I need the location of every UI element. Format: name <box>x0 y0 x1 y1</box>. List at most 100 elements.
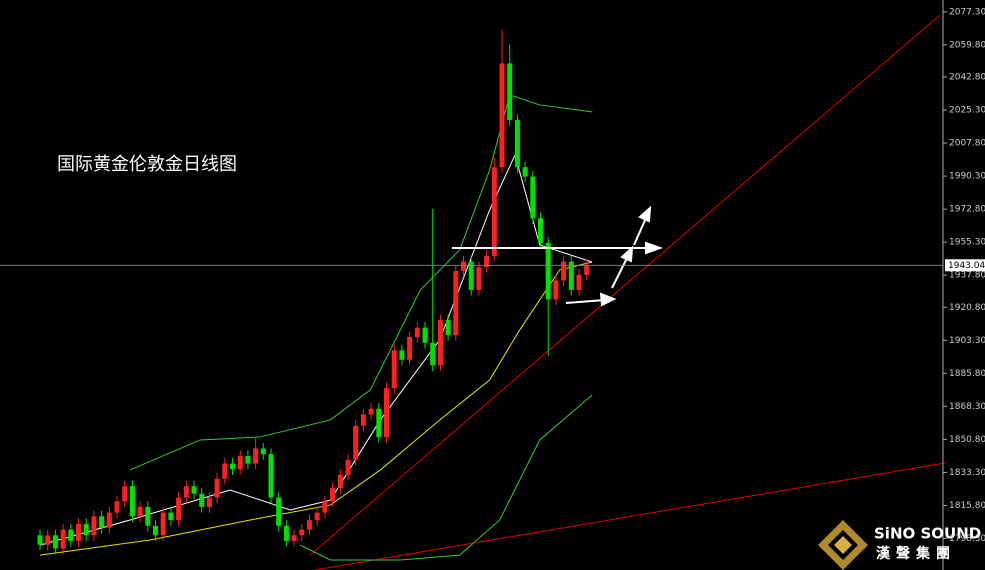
candle-body <box>76 523 81 541</box>
candle-body <box>291 535 297 541</box>
candle-body <box>160 512 166 536</box>
plot <box>37 29 593 561</box>
candle-body <box>545 242 551 300</box>
logo-name: SiNO SOUND <box>874 525 981 543</box>
y-tick-label: 1903.30 <box>949 336 985 346</box>
candle-body <box>576 274 582 290</box>
candle-body <box>391 350 397 389</box>
y-tick-label: 2077.30 <box>949 7 985 17</box>
candle-body <box>222 463 228 479</box>
candle-body <box>106 512 112 528</box>
candle-body <box>514 120 520 168</box>
indicator-line <box>39 261 593 556</box>
candle-body <box>45 535 51 545</box>
candle-body <box>245 456 251 464</box>
y-tick-label: 1972.80 <box>949 205 985 215</box>
candle-body <box>37 535 43 545</box>
candle-body <box>91 516 97 536</box>
candle-body <box>538 218 543 243</box>
trend-line <box>314 462 946 570</box>
candle-body <box>568 261 574 290</box>
y-tick-label: 1868.30 <box>949 402 985 412</box>
candle-body <box>337 474 343 489</box>
candle-body <box>260 448 266 455</box>
y-tick-label: 2059.80 <box>949 40 985 50</box>
candle-body <box>206 497 212 507</box>
indicator-line <box>129 94 593 471</box>
candle-body <box>276 497 282 526</box>
candle-body <box>176 497 182 521</box>
y-tick-label: 1990.30 <box>949 172 985 182</box>
candle-body <box>399 350 405 360</box>
candle-body <box>237 456 243 470</box>
candle-body <box>314 512 320 521</box>
last-price-label: 1943.04 <box>948 261 985 271</box>
y-tick-label: 2025.30 <box>949 106 985 116</box>
candle-body <box>268 454 274 498</box>
indicator-line <box>300 394 593 561</box>
candle-body <box>430 342 436 366</box>
candle-body <box>476 267 482 290</box>
candle-body <box>507 63 513 121</box>
candle-body <box>191 486 197 494</box>
candle-body <box>468 261 474 290</box>
candle-body <box>530 176 536 219</box>
candle-body <box>414 327 420 338</box>
candle-body <box>360 414 366 426</box>
candle-body <box>461 261 466 272</box>
candle-body <box>99 516 105 528</box>
candle-body <box>68 529 74 541</box>
candle-body <box>114 501 120 513</box>
y-tick-label: 1885.80 <box>949 369 985 379</box>
y-tick-label: 2042.80 <box>949 73 985 83</box>
candle-body <box>52 535 58 549</box>
last-price-box <box>945 259 985 272</box>
candle-body <box>353 425 359 460</box>
candle-body <box>422 327 428 343</box>
chart-title: 国际黄金伦敦金日线图 <box>57 154 237 175</box>
candle-body <box>407 337 413 360</box>
candle-body <box>299 529 305 536</box>
y-tick-label: 2007.80 <box>949 139 985 149</box>
y-tick-label: 1833.30 <box>949 468 985 478</box>
y-tick-label: 1955.30 <box>949 238 985 248</box>
candle-body <box>83 523 89 536</box>
y-tick-label: 1937.80 <box>949 271 985 281</box>
candle-body <box>437 320 443 366</box>
candle-body <box>368 408 374 415</box>
logo: SiNO SOUND 漢聲集團 <box>818 520 981 570</box>
candle-body <box>330 488 336 502</box>
candle-body <box>253 448 259 464</box>
y-tick-label: 1815.80 <box>949 501 985 511</box>
candle-body <box>553 280 559 300</box>
candle-body <box>484 255 490 268</box>
candle-body <box>183 486 189 498</box>
candle-body <box>491 167 497 256</box>
candle-body <box>137 506 143 517</box>
candle-body <box>445 320 451 336</box>
arrows <box>452 205 663 307</box>
candle-body <box>584 265 590 275</box>
candle-body <box>345 459 351 475</box>
y-tick-label: 1850.80 <box>949 435 985 445</box>
candle-body <box>376 408 382 438</box>
candle-body <box>122 486 128 502</box>
candle-body <box>453 271 459 336</box>
y-tick-label: 1920.80 <box>949 303 985 313</box>
candle-body <box>499 63 505 168</box>
candle-body <box>214 478 220 498</box>
candle-body <box>145 506 151 526</box>
logo-subtitle: 漢聲集團 <box>876 545 956 562</box>
candle-body <box>230 463 235 470</box>
candle-body <box>199 493 205 507</box>
candle-body <box>168 512 174 521</box>
candle-body <box>153 525 158 536</box>
y-tick-label: 1798.30 <box>949 534 985 544</box>
candle-body <box>60 529 66 549</box>
candle-body <box>283 525 289 541</box>
candle-body <box>561 261 567 281</box>
candle-body <box>129 486 135 517</box>
candle-body <box>322 501 328 513</box>
candle-body <box>522 167 528 177</box>
